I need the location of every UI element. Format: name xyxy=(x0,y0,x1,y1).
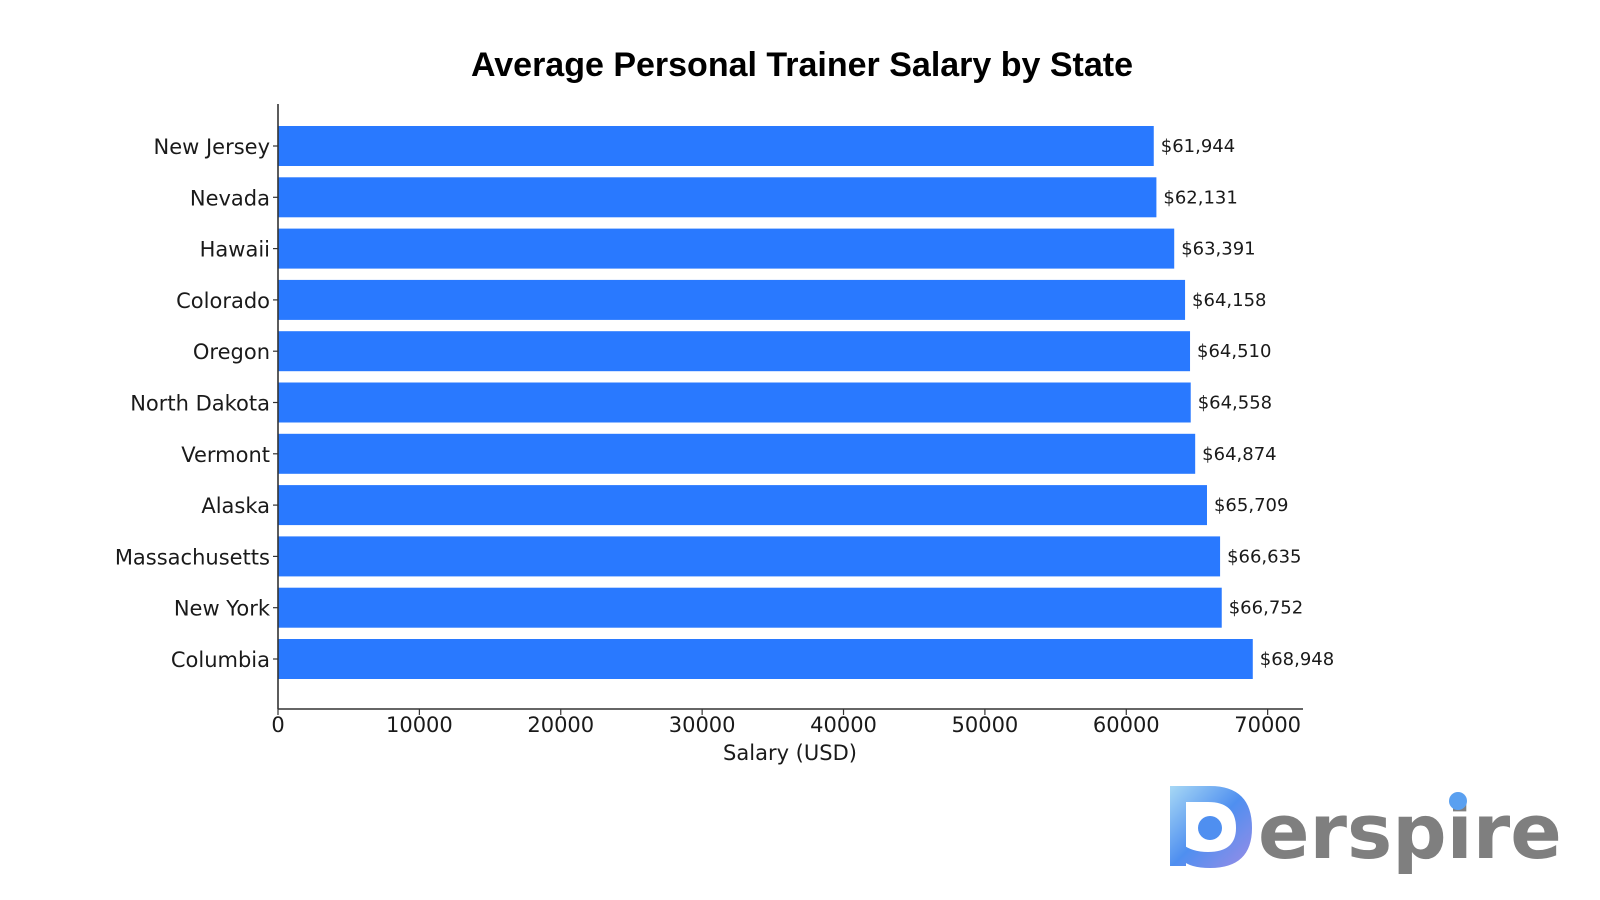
data-label: $61,944 xyxy=(1161,136,1235,157)
data-label: $68,948 xyxy=(1260,649,1334,670)
bar xyxy=(278,639,1253,679)
data-label: $62,131 xyxy=(1163,187,1237,208)
logo-p-dot xyxy=(1198,816,1222,840)
x-axis-label: Salary (USD) xyxy=(723,741,857,765)
data-label: $64,158 xyxy=(1192,290,1266,311)
category-label: Oregon xyxy=(193,340,270,364)
logo-p-icon xyxy=(1170,786,1252,868)
bar xyxy=(278,382,1191,423)
category-label: North Dakota xyxy=(130,392,270,416)
category-label: Hawaii xyxy=(200,238,270,262)
chart-title: Average Personal Trainer Salary by State xyxy=(471,46,1133,84)
bar xyxy=(278,228,1175,269)
data-label: $64,874 xyxy=(1202,444,1276,465)
x-tick-label: 10000 xyxy=(386,713,453,737)
x-axis-ticks: 0 10000 20000 30000 40000 50000 60000 70000 xyxy=(271,709,1301,737)
category-label: Colorado xyxy=(176,289,270,313)
category-label: Vermont xyxy=(181,443,270,467)
category-labels: New Jersey Nevada Hawaii Colorado Oregon Nort… xyxy=(115,135,278,672)
data-label: $63,391 xyxy=(1181,239,1255,260)
bar xyxy=(278,433,1196,474)
x-tick-label: 50000 xyxy=(951,713,1018,737)
category-label: New Jersey xyxy=(153,135,270,159)
watermark-logo: erspire xyxy=(1170,786,1562,876)
x-tick-label: 0 xyxy=(271,713,284,737)
category-label: Massachusetts xyxy=(115,545,270,569)
bar xyxy=(278,331,1191,372)
x-tick-label: 70000 xyxy=(1234,713,1301,737)
category-label: Columbia xyxy=(171,648,270,672)
x-tick-label: 30000 xyxy=(669,713,736,737)
x-tick-label: 60000 xyxy=(1093,713,1160,737)
bar xyxy=(278,485,1207,526)
data-label: $64,510 xyxy=(1197,341,1271,362)
category-label: Alaska xyxy=(201,494,270,518)
bar xyxy=(278,177,1157,218)
data-label: $65,709 xyxy=(1214,495,1288,516)
data-label: $66,752 xyxy=(1229,598,1303,619)
bar xyxy=(278,126,1154,166)
logo-i-dot-icon xyxy=(1449,792,1467,810)
x-tick-label: 40000 xyxy=(810,713,877,737)
category-label: New York xyxy=(174,597,271,621)
value-labels: $61,944 $62,131 $63,391 $64,158 $64,510 $64,5… xyxy=(1161,136,1334,670)
bars-group xyxy=(278,126,1253,679)
bar xyxy=(278,536,1221,577)
data-label: $64,558 xyxy=(1198,393,1272,414)
logo-wordmark: erspire xyxy=(1258,787,1562,876)
data-label: $66,635 xyxy=(1227,546,1301,567)
bar xyxy=(278,279,1186,320)
bar xyxy=(278,587,1222,628)
category-label: Nevada xyxy=(190,186,270,210)
x-tick-label: 20000 xyxy=(527,713,594,737)
